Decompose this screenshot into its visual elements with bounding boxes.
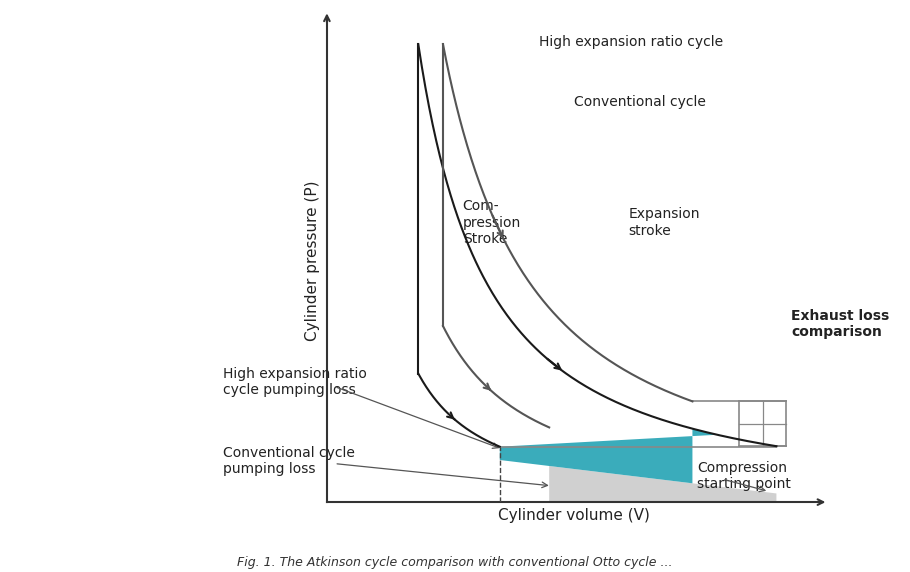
Text: Expansion
stroke: Expansion stroke [628, 208, 700, 238]
Text: Fig. 1. The Atkinson cycle comparison with conventional Otto cycle ...: Fig. 1. The Atkinson cycle comparison wi… [238, 557, 672, 569]
Text: High expansion ratio
cycle pumping loss: High expansion ratio cycle pumping loss [223, 367, 367, 397]
Y-axis label: Cylinder pressure (P): Cylinder pressure (P) [305, 181, 320, 341]
Text: Com-
pression
Stroke: Com- pression Stroke [463, 200, 521, 246]
Text: Conventional cycle
pumping loss: Conventional cycle pumping loss [223, 446, 355, 476]
Polygon shape [550, 466, 776, 502]
X-axis label: Cylinder volume (V): Cylinder volume (V) [498, 508, 650, 523]
Text: Compression
starting point: Compression starting point [697, 460, 792, 491]
Text: Exhaust loss
comparison: Exhaust loss comparison [791, 309, 889, 339]
Polygon shape [500, 428, 717, 483]
Text: High expansion ratio cycle: High expansion ratio cycle [540, 35, 723, 49]
Text: Conventional cycle: Conventional cycle [574, 95, 706, 109]
